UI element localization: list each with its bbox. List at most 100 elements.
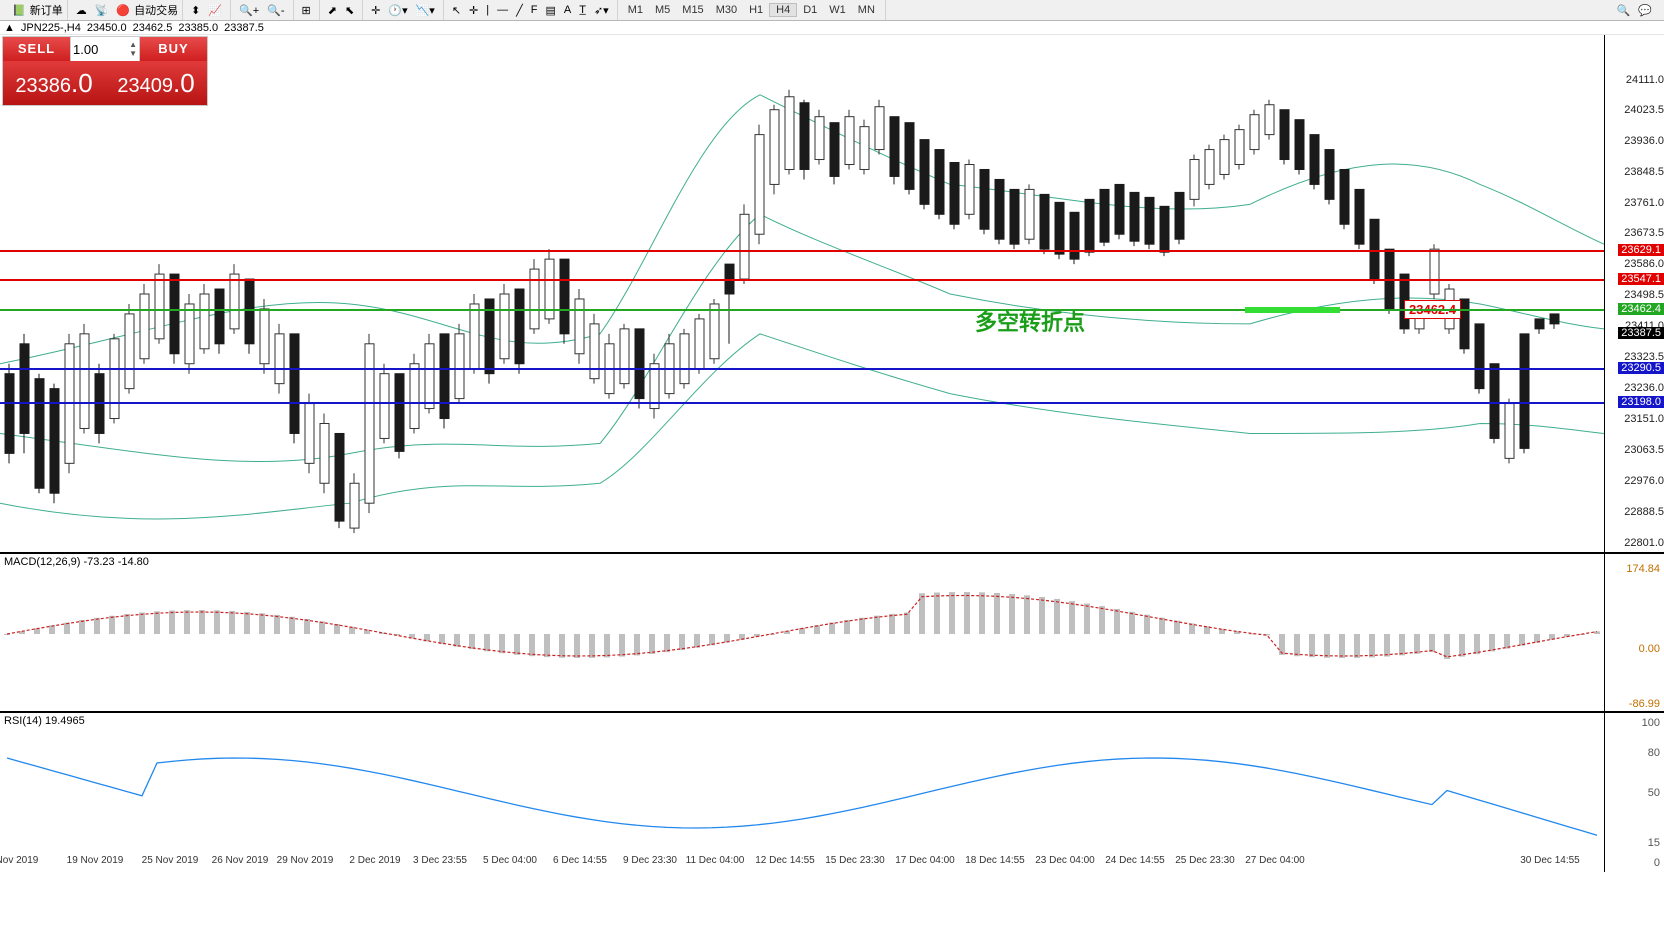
candle-body-68[interactable]	[1025, 189, 1034, 239]
macd-bar-69[interactable]	[1039, 597, 1045, 634]
macd-bar-87[interactable]	[1309, 634, 1315, 657]
macd-bar-71[interactable]	[1069, 601, 1075, 634]
macd-bar-75[interactable]	[1129, 612, 1135, 634]
candle-body-62[interactable]	[935, 150, 944, 215]
price-tick-23936.0[interactable]: 23936.0	[1620, 135, 1664, 147]
clock-dropdown-icon[interactable]: 🕐▾	[384, 0, 411, 20]
macd-bar-11[interactable]	[169, 611, 175, 634]
price-tick-23236.0[interactable]: 23236.0	[1620, 382, 1664, 394]
macd-bar-33[interactable]	[499, 634, 505, 653]
macd-bar-93[interactable]	[1399, 634, 1405, 655]
date-tick-15[interactable]: 23 Dec 04:00	[1035, 855, 1095, 866]
candle-body-74[interactable]	[1115, 184, 1124, 234]
hline-red1[interactable]	[0, 250, 1604, 252]
candle-body-83[interactable]	[1250, 115, 1259, 150]
candle-body-33[interactable]	[500, 294, 509, 359]
candle-body-11[interactable]	[170, 274, 179, 354]
macd-bar-16[interactable]	[244, 612, 250, 634]
macd-bar-89[interactable]	[1339, 634, 1345, 658]
rsi-axis-tick-80[interactable]: 80	[1648, 747, 1660, 759]
candle-body-97[interactable]	[1460, 299, 1469, 349]
candle-body-5[interactable]	[80, 334, 89, 429]
price-tick-23547.1[interactable]: 23547.1	[1618, 273, 1664, 285]
macd-bar-98[interactable]	[1474, 634, 1480, 654]
macd-bar-4[interactable]	[64, 623, 70, 634]
new-order-icon[interactable]: 📗	[8, 0, 30, 20]
candle-body-79[interactable]	[1190, 160, 1199, 200]
macd-bar-59[interactable]	[889, 614, 895, 634]
candle-body-69[interactable]	[1040, 194, 1049, 249]
tf-m30[interactable]: M30	[710, 4, 743, 16]
macd-bar-78[interactable]	[1174, 621, 1180, 634]
price-tick-23462.4[interactable]: 23462.4	[1618, 303, 1664, 315]
rsi-indicator-panel[interactable]: RSI(14) 19.4965 1008050150 15 Nov 201919…	[0, 713, 1664, 872]
candle-body-64[interactable]	[965, 164, 974, 214]
arrow-dropdown-icon[interactable]: ➶▾	[590, 0, 613, 20]
macd-bar-22[interactable]	[334, 624, 340, 634]
candle-body-9[interactable]	[140, 294, 149, 359]
main-price-chart[interactable]: 24111.0 24023.5 23936.0 23848.5 23761.0 23673…	[0, 35, 1664, 554]
candle-body-50[interactable]	[755, 135, 764, 235]
candle-body-17[interactable]	[260, 309, 269, 364]
rsi-axis-tick-15[interactable]: 15	[1648, 837, 1660, 849]
macd-bar-90[interactable]	[1354, 634, 1360, 658]
macd-bar-42[interactable]	[634, 634, 640, 655]
candle-body-78[interactable]	[1175, 192, 1184, 239]
macd-bar-70[interactable]	[1054, 599, 1060, 634]
candle-body-51[interactable]	[770, 110, 779, 185]
macd-bar-31[interactable]	[469, 634, 475, 649]
candle-body-54[interactable]	[815, 117, 824, 160]
macd-bar-77[interactable]	[1159, 618, 1165, 634]
tf-d1[interactable]: D1	[797, 4, 823, 16]
date-tick-9[interactable]: 9 Dec 23:30	[623, 855, 677, 866]
candle-body-8[interactable]	[125, 314, 134, 389]
date-tick-10[interactable]: 11 Dec 04:00	[686, 855, 745, 866]
macd-bar-35[interactable]	[529, 634, 535, 656]
candle-body-81[interactable]	[1220, 140, 1229, 175]
macd-bar-12[interactable]	[184, 610, 190, 634]
macd-bar-17[interactable]	[259, 613, 265, 634]
macd-histogram-series[interactable]	[0, 554, 1604, 713]
candle-body-30[interactable]	[455, 334, 464, 399]
candle-body-29[interactable]	[440, 334, 449, 419]
date-tick-13[interactable]: 17 Dec 04:00	[895, 855, 955, 866]
candle-body-23[interactable]	[350, 483, 359, 528]
candle-body-72[interactable]	[1085, 199, 1094, 252]
scale-left-icon[interactable]: ⬈	[324, 0, 341, 20]
macd-bar-15[interactable]	[229, 611, 235, 634]
rsi-line-series[interactable]	[0, 713, 1604, 872]
vertical-line-icon[interactable]: |	[482, 0, 493, 20]
tf-mn[interactable]: MN	[852, 4, 881, 16]
date-tick-8[interactable]: 6 Dec 14:55	[553, 855, 607, 866]
candle-body-76[interactable]	[1145, 197, 1154, 244]
candle-body-2[interactable]	[35, 379, 44, 489]
new-indicator-window-icon[interactable]: 📈	[204, 0, 226, 20]
macd-bar-40[interactable]	[604, 634, 610, 657]
candle-body-13[interactable]	[200, 294, 209, 349]
macd-bar-72[interactable]	[1084, 604, 1090, 634]
candle-body-18[interactable]	[275, 334, 284, 384]
chart-grid-icon[interactable]: ⊞	[298, 0, 315, 20]
candle-body-86[interactable]	[1295, 120, 1304, 170]
tf-h4[interactable]: H4	[769, 3, 797, 17]
new-window-icon[interactable]: ⬍	[187, 0, 204, 20]
macd-bar-68[interactable]	[1024, 595, 1030, 634]
macd-bar-13[interactable]	[199, 610, 205, 634]
price-tick-22888.5[interactable]: 22888.5	[1620, 506, 1664, 518]
rsi-axis[interactable]: 100 80 50 15 0	[1604, 713, 1664, 872]
candle-body-20[interactable]	[305, 404, 314, 464]
candle-body-90[interactable]	[1355, 189, 1364, 244]
macd-bar-63[interactable]	[949, 592, 955, 634]
macd-bar-5[interactable]	[79, 620, 85, 634]
candle-body-28[interactable]	[425, 344, 434, 409]
candlestick-series[interactable]	[0, 35, 1604, 552]
signal-icon[interactable]: 📡	[91, 0, 113, 20]
macd-bar-95[interactable]	[1429, 634, 1435, 652]
date-tick-5[interactable]: 2 Dec 2019	[349, 855, 400, 866]
text-icon[interactable]: A	[560, 0, 575, 20]
candle-body-27[interactable]	[410, 364, 419, 429]
candle-body-45[interactable]	[680, 334, 689, 384]
price-tick-24111.0[interactable]: 24111.0	[1622, 74, 1664, 86]
macd-axis[interactable]: 174.84 0.00 -86.99	[1604, 554, 1664, 711]
candle-body-75[interactable]	[1130, 192, 1139, 241]
